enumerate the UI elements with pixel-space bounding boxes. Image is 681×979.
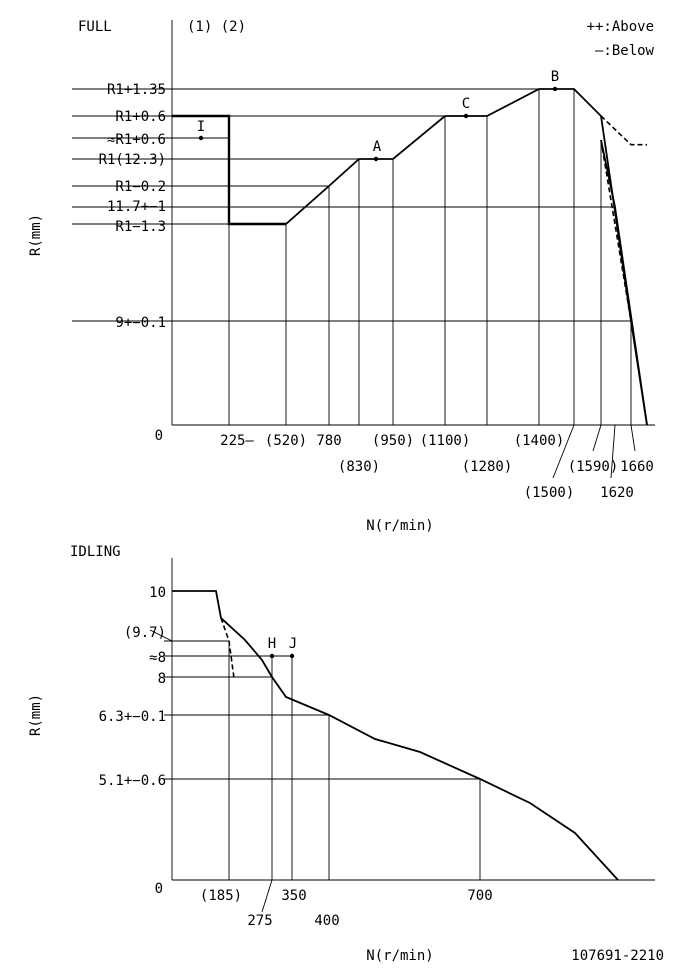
idle-title: IDLING — [70, 544, 121, 560]
full-y-tick-label: 9+−0.1 — [115, 315, 166, 331]
idle-series-line — [172, 590, 619, 881]
full-point-marker — [373, 156, 379, 162]
full-leader-line — [552, 424, 575, 479]
full-y-tick-label: ≈R1+0.6 — [107, 132, 166, 148]
full-y-tick-label: R1(12.3) — [99, 152, 166, 168]
idle-y-tick-label: 5.1+−0.6 — [99, 773, 166, 789]
full-x-tick-label: 780 — [316, 433, 341, 449]
idle-y-tick-label: 6.3+−0.1 — [99, 709, 166, 725]
full-legend-above: ++:Above — [587, 19, 654, 35]
full-leader-line — [630, 424, 636, 452]
footer-code: 107691-2210 — [571, 948, 664, 964]
full-leader-line — [610, 424, 616, 479]
full-point-marker — [552, 86, 558, 92]
full-series-line — [600, 139, 632, 322]
full-x-tick-label: 1660 — [620, 459, 654, 475]
full-point-marker — [198, 135, 204, 141]
idle-y-tick-label: 8 — [158, 671, 166, 687]
full-point-label: I — [197, 119, 205, 135]
full-y-axis-label: R(mm) — [28, 214, 44, 256]
full-point-label: B — [551, 69, 559, 85]
full-x-tick-label: (1590) — [568, 459, 619, 475]
idle-x-tick-label: 700 — [467, 888, 492, 904]
full-leader-line — [592, 424, 602, 452]
idle-point-marker — [269, 653, 275, 659]
full-x-tick-label: (1280) — [462, 459, 513, 475]
full-series-line — [600, 139, 648, 426]
idle-point-label: J — [289, 636, 297, 652]
idle-origin-label: 0 — [155, 881, 163, 897]
idle-y-tick-label: (9.7) — [124, 625, 166, 641]
idle-y-tick-label: ≈8 — [149, 650, 166, 666]
full-series-line — [285, 88, 648, 426]
full-origin-label: 0 — [155, 428, 163, 444]
idle-x-axis-label: N(r/min) — [366, 948, 433, 964]
full-x-tick-label: (1100) — [420, 433, 471, 449]
idle-y-axis-label: R(mm) — [28, 694, 44, 736]
full-y-tick-label: R1−1.3 — [115, 219, 166, 235]
idle-point-marker — [289, 653, 295, 659]
full-x-tick-label: 225— — [220, 433, 254, 449]
full-point-label: C — [462, 96, 470, 112]
full-x-tick-label: 1620 — [600, 485, 634, 501]
full-y-tick-label: R1−0.2 — [115, 179, 166, 195]
full-x-axis-label: N(r/min) — [366, 518, 433, 534]
idle-x-tick-label: 275 — [247, 913, 272, 929]
full-x-tick-label: (950) — [372, 433, 414, 449]
full-point-label: A — [373, 139, 382, 155]
full-note: (1) (2) — [187, 19, 246, 35]
idle-tolerance-line — [220, 617, 235, 679]
idle-point-label: H — [268, 636, 276, 652]
full-series-line — [600, 115, 647, 146]
full-x-tick-label: (1400) — [514, 433, 565, 449]
full-x-tick-label: (1500) — [524, 485, 575, 501]
full-legend-below: —:Below — [595, 43, 655, 59]
full-y-tick-label: 11.7+−1 — [107, 199, 166, 215]
idle-x-tick-label: 400 — [314, 913, 339, 929]
full-x-tick-label: (830) — [338, 459, 380, 475]
idle-x-tick-label: (185) — [200, 888, 242, 904]
full-y-tick-label: R1+0.6 — [115, 109, 166, 125]
full-title: FULL — [78, 19, 112, 35]
idle-y-tick-label: 10 — [149, 585, 166, 601]
idle-leader-line — [149, 629, 173, 642]
idle-x-tick-label: 350 — [281, 888, 306, 904]
full-series-line — [172, 114, 286, 226]
idle-leader-line — [261, 879, 273, 913]
full-x-tick-label: (520) — [265, 433, 307, 449]
full-point-marker — [463, 113, 469, 119]
full-y-tick-label: R1+1.35 — [107, 82, 166, 98]
